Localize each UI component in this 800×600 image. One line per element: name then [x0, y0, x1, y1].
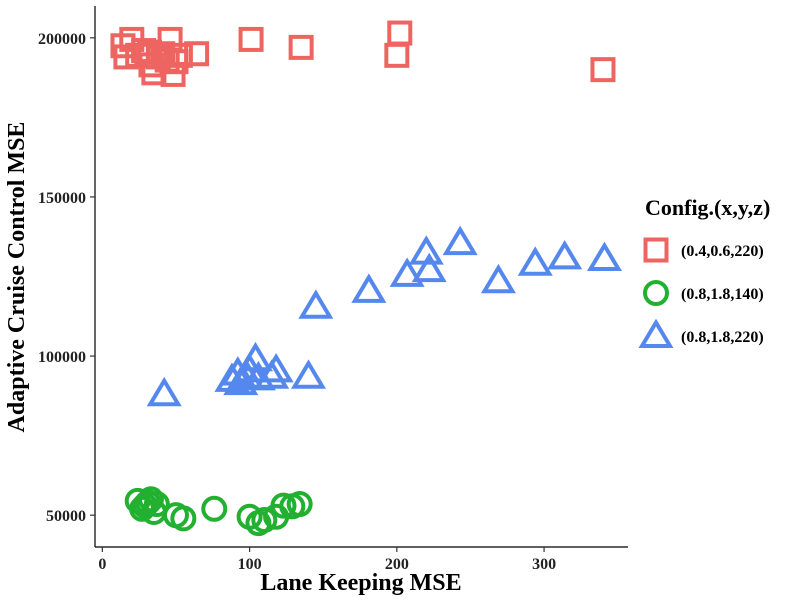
y-tick-label: 200000 [38, 31, 86, 48]
legend-key-square-icon [643, 237, 669, 263]
y-axis-title: Adaptive Cruise Control MSE [4, 122, 30, 433]
data-point-circle [286, 491, 313, 518]
data-point-circle [270, 492, 297, 519]
data-point-triangle [411, 252, 447, 283]
data-point-triangle [220, 356, 256, 386]
data-point-square [387, 20, 413, 46]
legend-item: (0.4,0.6,220) [643, 237, 764, 263]
data-point-triangle [547, 239, 583, 270]
data-point-circle [251, 506, 278, 533]
legend: Config.(x,y,z) (0.4,0.6,220) (0.8,1.8,140… [638, 195, 770, 348]
legend-item: (0.8,1.8,220) [638, 318, 764, 348]
data-point-triangle [442, 225, 478, 256]
x-ticks: 0 100 200 300 [98, 547, 556, 573]
x-tick-label: 300 [532, 556, 556, 573]
data-point-square [384, 42, 410, 68]
legend-key-circle-icon [643, 280, 669, 306]
data-point-triangle [480, 263, 516, 294]
data-point-triangle [389, 257, 425, 287]
data-point-square [590, 57, 616, 83]
data-point-triangle [258, 352, 294, 383]
data-point-square [238, 26, 264, 52]
y-tick-label: 100000 [38, 349, 86, 366]
legend-label: (0.8,1.8,220) [681, 329, 764, 346]
series-triangle [146, 225, 622, 407]
data-point-circle [170, 505, 197, 532]
data-marks [110, 20, 622, 537]
data-point-square [184, 41, 210, 67]
data-point-square [288, 34, 314, 60]
data-point-circle [143, 491, 170, 518]
legend-key-triangle-icon [638, 318, 674, 348]
series-square [110, 20, 616, 87]
y-ticks: 50000 100000 150000 200000 [38, 31, 95, 525]
plot-area: 0 100 200 300 50000 100000 150000 200000 [38, 6, 628, 573]
data-point-triangle [517, 246, 553, 276]
legend-title: Config.(x,y,z) [645, 195, 770, 220]
y-tick-label: 50000 [46, 508, 86, 525]
legend-label: (0.8,1.8,140) [681, 286, 764, 303]
legend-items: (0.4,0.6,220) (0.8,1.8,140) (0.8,1.8,220) [638, 237, 764, 348]
data-point-triangle [351, 273, 387, 303]
x-tick-label: 100 [238, 556, 262, 573]
series-circle [124, 486, 313, 537]
data-point-circle [137, 486, 164, 513]
data-point-triangle [290, 359, 327, 389]
legend-item: (0.8,1.8,140) [643, 280, 764, 306]
x-tick-label: 200 [385, 556, 409, 573]
x-axis-title: Lane Keeping MSE [260, 570, 461, 596]
data-point-square [167, 42, 193, 68]
legend-label: (0.4,0.6,220) [681, 243, 764, 260]
data-point-triangle [298, 289, 334, 319]
data-point-triangle [586, 241, 622, 271]
y-tick-label: 150000 [38, 190, 86, 207]
x-tick-label: 0 [98, 556, 106, 573]
data-point-triangle [146, 376, 182, 407]
data-point-circle [201, 495, 228, 522]
